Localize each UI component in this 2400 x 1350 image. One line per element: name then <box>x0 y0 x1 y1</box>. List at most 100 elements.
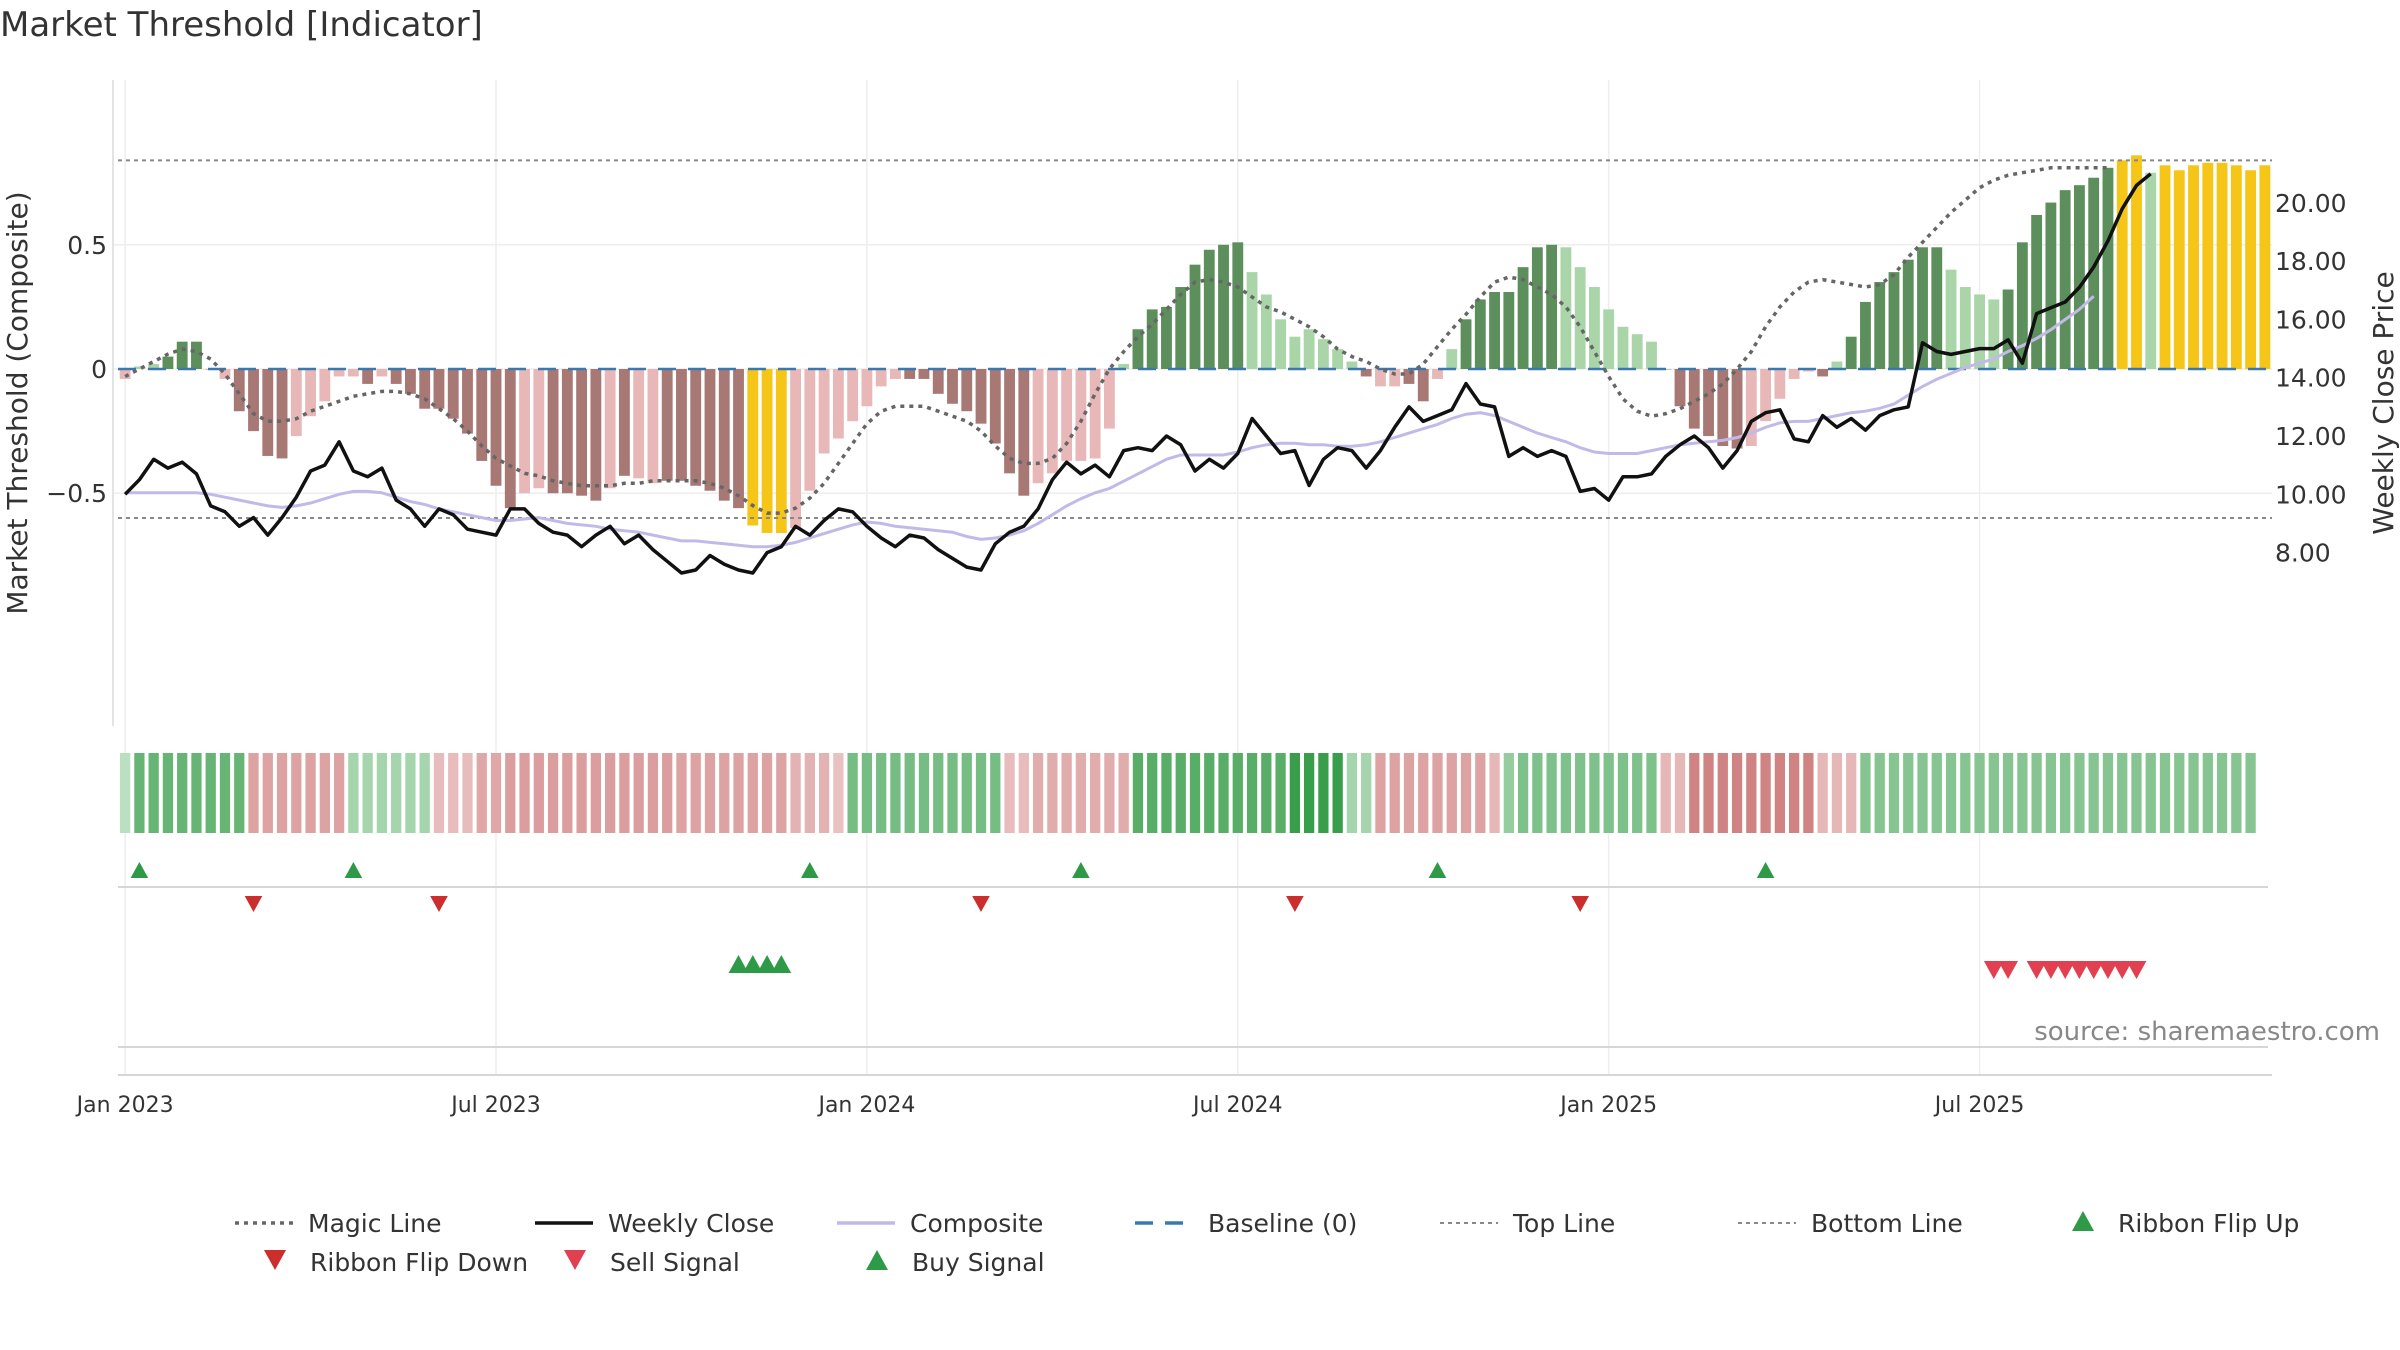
ribbon-cell <box>2216 753 2228 833</box>
composite-bar <box>276 369 288 459</box>
x-tick-label: Jan 2024 <box>816 1093 915 1118</box>
legend-label: Buy Signal <box>912 1248 1045 1277</box>
composite-bar <box>875 369 887 387</box>
y2-tick-label: 10.00 <box>2275 480 2347 509</box>
ribbon-cell <box>1375 753 1386 833</box>
ribbon-cell <box>2045 753 2057 833</box>
ribbon-cell <box>1460 753 1472 833</box>
composite-bar <box>747 369 759 526</box>
legend: Magic Line Weekly Close Composite Baseline … <box>235 1209 2299 1277</box>
ribbon-cell <box>1346 753 1358 833</box>
ribbon-cell <box>690 753 701 833</box>
ribbon-cell <box>1318 753 1329 833</box>
composite-bar <box>2002 289 2014 369</box>
ribbon-cell <box>1132 753 1144 833</box>
composite-bar <box>961 369 973 412</box>
composite-bar <box>1417 369 1429 402</box>
ribbon-cell <box>1888 753 1900 833</box>
ribbon-cell <box>1517 753 1529 833</box>
ribbon-cell <box>2245 753 2256 833</box>
composite-bar <box>1032 369 1044 484</box>
weekly-close-line <box>123 172 2152 575</box>
ribbon-cell <box>961 753 972 833</box>
ribbon-cell <box>1432 753 1443 833</box>
ribbon-cell <box>1403 753 1415 833</box>
composite-bar <box>1289 336 1301 369</box>
bar-series <box>119 155 2271 533</box>
composite-bar <box>790 369 802 528</box>
ribbon-cell <box>1931 753 1942 833</box>
composite-bar <box>918 369 930 379</box>
y2-tick-label: 20.00 <box>2275 189 2347 218</box>
composite-bar <box>633 369 645 479</box>
ribbon-cell <box>1218 753 1229 833</box>
y2-tick-label: 8.00 <box>2275 539 2331 568</box>
ribbon-cell <box>1489 753 1500 833</box>
ribbon-cell <box>333 753 345 833</box>
ribbon-cell <box>1032 753 1044 833</box>
composite-bar <box>1132 329 1144 369</box>
composite-bar <box>1004 369 1015 474</box>
composite-bar <box>1888 272 1900 369</box>
composite-bar <box>433 369 445 409</box>
composite-bar <box>2259 165 2271 369</box>
ribbon-cell <box>990 753 1001 833</box>
composite-bar <box>1189 264 1201 369</box>
ribbon-cell <box>1047 753 1058 833</box>
ribbon-cell <box>319 753 330 833</box>
ribbon-cell <box>148 753 159 833</box>
ribbon-cell <box>2145 753 2156 833</box>
ribbon-cell <box>633 753 644 833</box>
composite-bar <box>547 369 559 494</box>
composite-bar <box>1432 369 1443 379</box>
ribbon-cell <box>2231 753 2242 833</box>
composite-bar <box>504 369 516 509</box>
ribbon-flip-down-marker <box>244 896 263 912</box>
y-axis-label: Market Threshold (Composite) <box>1 191 34 614</box>
ribbon-cell <box>248 753 259 833</box>
composite-bar <box>1988 299 2000 369</box>
ribbon-cell <box>704 753 716 833</box>
composite-bar <box>861 369 873 407</box>
ribbon-cell <box>1760 753 1771 833</box>
ribbon-flip-up-marker <box>344 862 363 878</box>
sell-signal-marker <box>1983 961 2004 979</box>
composite-bar <box>1303 329 1315 369</box>
composite-bar <box>148 364 160 369</box>
composite-bar <box>1959 287 1971 369</box>
ribbon-cell <box>119 753 131 833</box>
ribbon-cell <box>391 753 402 833</box>
legend-label: Composite <box>910 1209 1043 1238</box>
ribbon-flip-up-marker <box>1428 862 1447 878</box>
y-tick-label: 0 <box>91 355 107 384</box>
ribbon-cell <box>1090 753 1101 833</box>
ribbon-cell <box>2074 753 2085 833</box>
composite-bar <box>847 369 859 422</box>
composite-bar <box>1175 287 1187 369</box>
composite-bar <box>2131 155 2142 369</box>
composite-bar <box>1061 369 1073 461</box>
ribbon-flip-up-marker <box>1072 862 1090 878</box>
sell-signal-marker <box>2026 961 2047 979</box>
ribbon-cell <box>1974 753 1985 833</box>
composite-bar <box>1945 269 1957 369</box>
ribbon-cell <box>1161 753 1172 833</box>
ribbon-cell <box>1118 753 1129 833</box>
ribbon-cell <box>1689 753 1700 833</box>
composite-bar <box>704 369 716 491</box>
ribbon-cell <box>2102 753 2114 833</box>
ribbon-cell <box>1503 753 1514 833</box>
legend-marker <box>264 1250 286 1270</box>
composite-bar <box>1474 299 1486 369</box>
composite-bar <box>832 369 844 439</box>
composite-bar <box>2159 165 2171 369</box>
x-tick-label: Jul 2023 <box>449 1093 541 1118</box>
ribbon-cell <box>1903 753 1914 833</box>
ribbon-cell <box>562 753 573 833</box>
ribbon-cell <box>1332 753 1343 833</box>
composite-bar <box>1760 369 1772 422</box>
composite-bar <box>476 369 488 461</box>
composite-bar <box>1931 247 1943 369</box>
ribbon-cell <box>234 753 245 833</box>
ribbon-cell <box>1104 753 1115 833</box>
